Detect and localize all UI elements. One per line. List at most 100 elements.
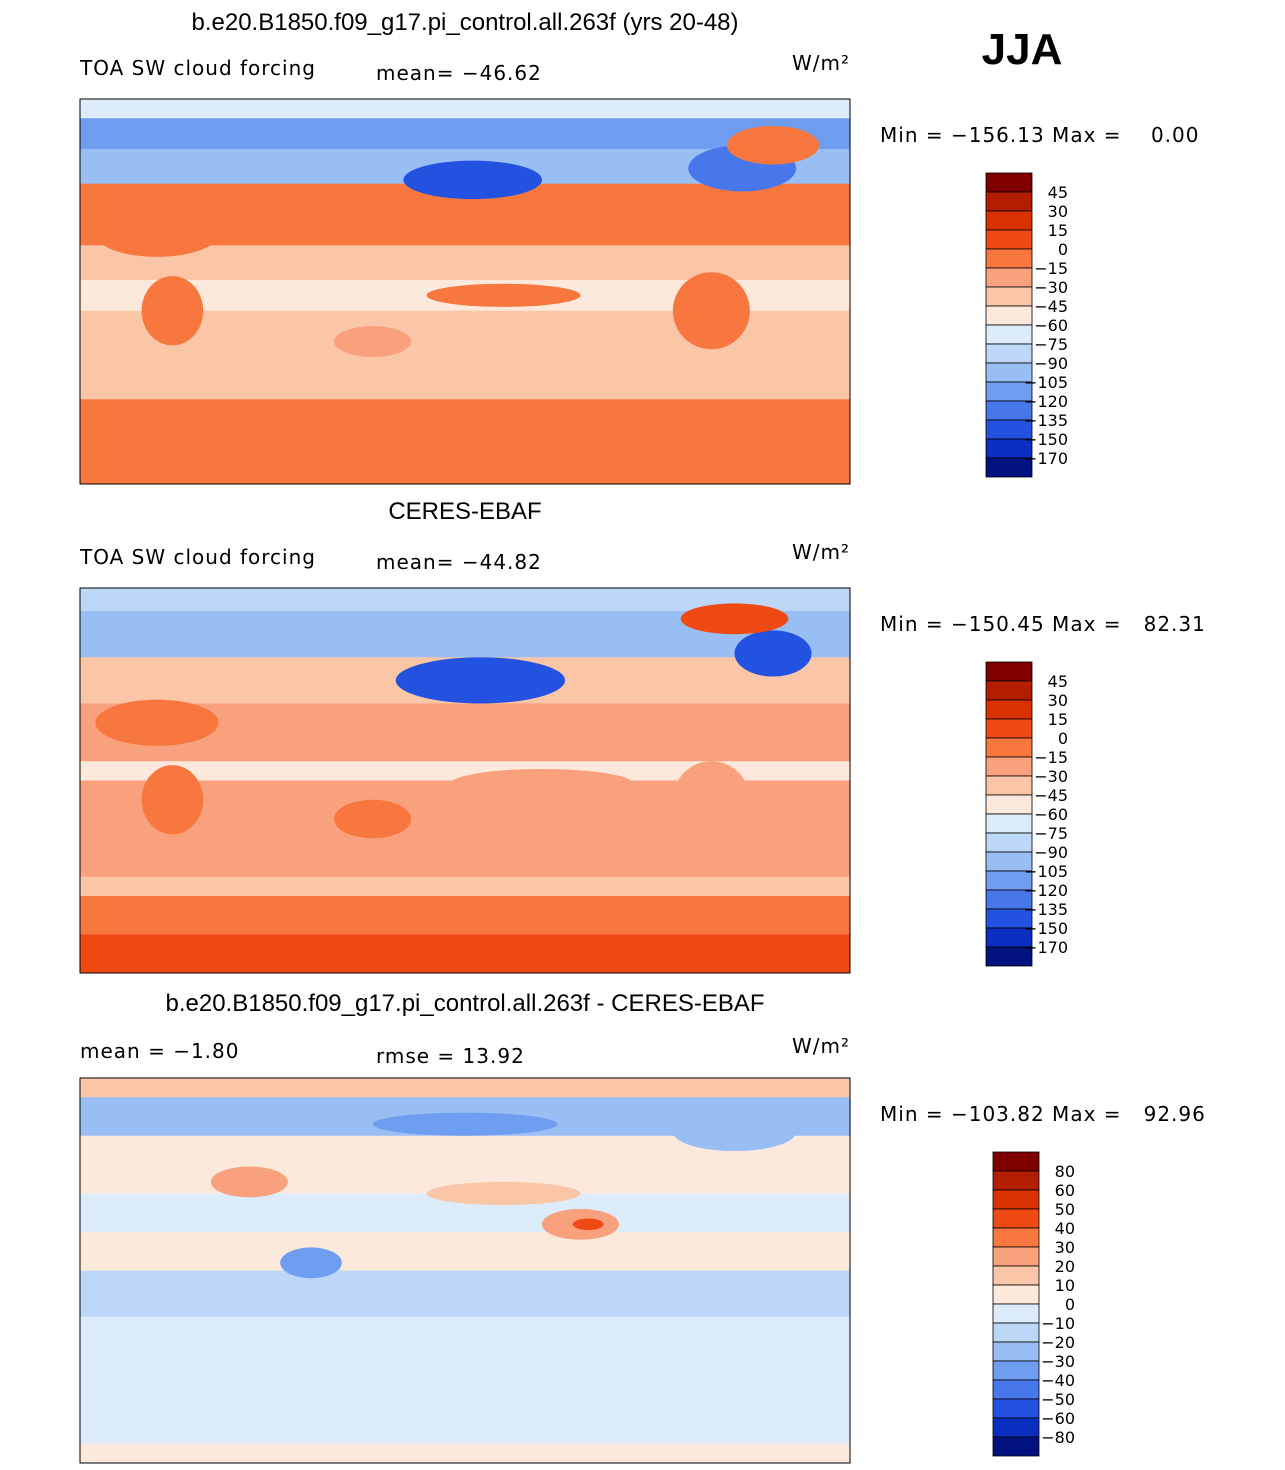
colorbar-box	[992, 1436, 1040, 1457]
colorbar-label: −135	[1024, 411, 1068, 430]
units-label: W/m²	[792, 1034, 850, 1058]
min-max-label: Min = −150.45 Max = 82.31	[880, 612, 1206, 636]
map	[79, 98, 851, 485]
colorbar-box	[985, 775, 1033, 796]
map-band	[80, 934, 850, 973]
variable-label: TOA SW cloud forcing	[79, 545, 316, 569]
map-band	[80, 99, 850, 120]
map-band	[80, 876, 850, 897]
colorbar-box	[985, 718, 1033, 739]
colorbar-box	[992, 1322, 1040, 1343]
map-band	[80, 1270, 850, 1318]
colorbar-box	[985, 813, 1033, 834]
colorbar-label: −10	[1041, 1314, 1075, 1333]
colorbar-label: 80	[1055, 1162, 1075, 1181]
map-band	[80, 399, 850, 484]
colorbar-label: −90	[1034, 843, 1068, 862]
map-feature	[95, 699, 219, 746]
colorbar-box	[985, 210, 1033, 231]
map-band	[80, 118, 850, 151]
map-band	[80, 1232, 850, 1272]
colorbar-label: 20	[1055, 1257, 1075, 1276]
colorbar-box	[992, 1360, 1040, 1381]
colorbar-box	[992, 1189, 1040, 1210]
map-frame	[79, 98, 851, 485]
colorbar-label: 30	[1048, 202, 1068, 221]
map-feature	[734, 630, 812, 677]
map-feature	[372, 1112, 558, 1136]
map-frame	[79, 587, 851, 974]
colorbar-box	[985, 661, 1033, 682]
map-feature	[726, 125, 820, 165]
colorbar-label: −150	[1024, 919, 1068, 938]
colorbar-label: −105	[1024, 373, 1068, 392]
map-feature	[141, 765, 204, 835]
colorbar-box	[992, 1398, 1040, 1419]
colorbar-label: −80	[1041, 1428, 1075, 1447]
colorbar-box	[985, 343, 1033, 364]
colorbar-label: 45	[1048, 183, 1068, 202]
map-band	[80, 1078, 850, 1099]
colorbar-box	[985, 229, 1033, 250]
map-field	[80, 588, 850, 973]
colorbar-label: −90	[1034, 354, 1068, 373]
map-feature	[572, 1218, 604, 1231]
colorbar-box	[985, 248, 1033, 269]
colorbar-box	[985, 457, 1033, 478]
colorbar-label: −20	[1041, 1333, 1075, 1352]
colorbar-label: −170	[1024, 938, 1068, 957]
map-band	[80, 1316, 850, 1445]
colorbar-label: −15	[1034, 748, 1068, 767]
variable-label: TOA SW cloud forcing	[79, 56, 316, 80]
colorbar-box	[985, 324, 1033, 345]
colorbar-label: 50	[1055, 1200, 1075, 1219]
map-feature	[395, 657, 566, 704]
map-feature	[334, 799, 412, 839]
colorbar-label: −150	[1024, 430, 1068, 449]
colorbar-label: 0	[1058, 240, 1068, 259]
min-max-label: Min = −103.82 Max = 92.96	[880, 1102, 1206, 1126]
map-feature	[672, 1112, 797, 1152]
colorbar-box	[985, 191, 1033, 212]
map-feature	[426, 1181, 581, 1206]
map-feature	[426, 283, 581, 307]
map-feature	[141, 276, 204, 346]
colorbar-label: −50	[1041, 1390, 1075, 1409]
colorbar-label: 40	[1055, 1219, 1075, 1238]
colorbar-label: 10	[1055, 1276, 1075, 1295]
colorbar-box	[985, 946, 1033, 967]
colorbar-label: −30	[1041, 1352, 1075, 1371]
map-frame	[79, 1077, 851, 1464]
colorbar-box	[985, 305, 1033, 326]
colorbar-box	[992, 1341, 1040, 1362]
map-feature	[280, 1247, 342, 1279]
colorbar-label: 15	[1048, 710, 1068, 729]
colorbar-label: −60	[1034, 316, 1068, 335]
colorbar-label: 0	[1065, 1295, 1075, 1314]
map-feature	[672, 761, 750, 839]
colorbar-label: −15	[1034, 259, 1068, 278]
colorbar-label: −135	[1024, 900, 1068, 919]
colorbar-label: −120	[1024, 392, 1068, 411]
colorbar-label: −45	[1034, 786, 1068, 805]
colorbar-box	[992, 1170, 1040, 1191]
colorbar-box	[992, 1417, 1040, 1438]
colorbar-label: −60	[1034, 805, 1068, 824]
colorbar-box	[992, 1246, 1040, 1267]
colorbar-label: 30	[1055, 1238, 1075, 1257]
panel-title: b.e20.B1850.f09_g17.pi_control.all.263f …	[191, 9, 738, 36]
map-band	[80, 1443, 850, 1463]
variable-label: mean = −1.80	[80, 1039, 239, 1063]
colorbar-box	[985, 172, 1033, 193]
colorbar-box	[992, 1379, 1040, 1400]
colorbar-label: −170	[1024, 449, 1068, 468]
map-band	[80, 761, 850, 782]
colorbar-label: −75	[1034, 824, 1068, 843]
map-feature	[672, 272, 750, 350]
colorbar-label: −120	[1024, 881, 1068, 900]
colorbar-box	[992, 1208, 1040, 1229]
colorbar-box	[985, 699, 1033, 720]
map-feature	[449, 768, 635, 800]
colorbar-label: −60	[1041, 1409, 1075, 1428]
map-feature	[680, 603, 789, 635]
